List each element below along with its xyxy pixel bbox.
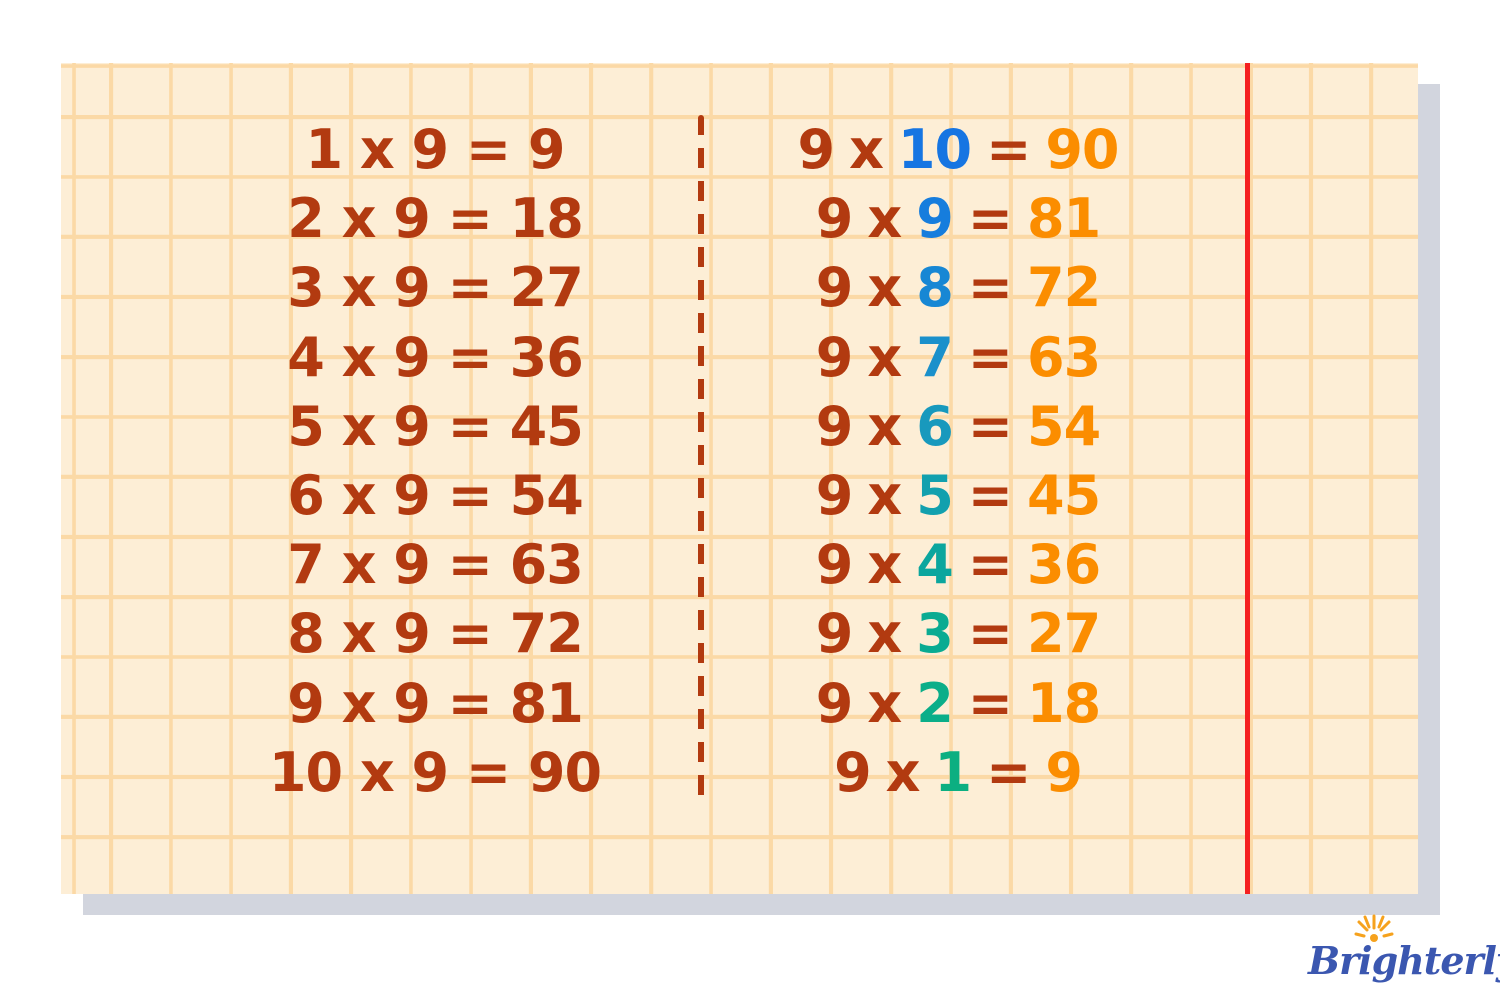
equation-row: 7 x 9 = 63 <box>287 533 584 597</box>
equation-row: 9 x 8 = 72 <box>658 253 1258 322</box>
brighterly-logo: Brighterly <box>1308 914 1500 996</box>
equals-sign: = <box>967 533 1013 597</box>
multiplicand: 9 <box>815 187 854 251</box>
equation-row: 9 x 9 = 81 <box>658 184 1258 253</box>
equation-row: 6 x 9 = 54 <box>287 464 584 528</box>
product: 72 <box>1027 256 1101 320</box>
multiplier: 5 <box>916 464 954 528</box>
multiplier: 7 <box>916 325 954 389</box>
times-sign: x <box>867 256 902 320</box>
multiplicand: 9 <box>815 256 854 320</box>
times-sign: x <box>867 187 902 251</box>
equation-row: 4 x 9 = 36 <box>287 325 584 389</box>
times-sign: x <box>849 118 884 182</box>
times-sign: x <box>867 464 902 528</box>
multiplicand: 9 <box>815 533 854 597</box>
multiplier: 4 <box>916 533 954 597</box>
equals-sign: = <box>967 671 1013 735</box>
equals-sign: = <box>967 394 1013 458</box>
multiplier: 2 <box>916 671 954 735</box>
equation-row: 9 x 9 = 81 <box>287 671 584 735</box>
logo-text: Brighterly <box>1308 938 1500 983</box>
product: 63 <box>1027 325 1101 389</box>
equals-sign: = <box>986 118 1031 182</box>
column-divider-dashed-line <box>698 115 704 807</box>
ascending-equations-column: 1 x 9 = 9 2 x 9 = 18 3 x 9 = 27 4 x 9 = … <box>135 115 735 807</box>
equals-sign: = <box>967 464 1013 528</box>
equals-sign: = <box>967 256 1013 320</box>
multiplicand: 9 <box>815 394 854 458</box>
equation-row: 8 x 9 = 72 <box>287 602 584 666</box>
equation-row: 1 x 9 = 9 <box>305 118 566 182</box>
equation-row: 9 x 10 = 90 <box>658 115 1258 184</box>
multiplicand: 9 <box>815 464 854 528</box>
times-sign: x <box>885 740 921 804</box>
product: 27 <box>1027 602 1101 666</box>
multiplicand: 9 <box>834 740 872 804</box>
equation-row: 9 x 1 = 9 <box>658 738 1258 807</box>
multiplicand: 9 <box>815 602 854 666</box>
times-sign: x <box>867 671 902 735</box>
multiplier: 8 <box>916 256 954 320</box>
times-sign: x <box>867 394 902 458</box>
multiplier: 9 <box>916 187 954 251</box>
equation-row: 2 x 9 = 18 <box>287 187 584 251</box>
multiplier: 6 <box>916 394 954 458</box>
times-sign: x <box>867 533 902 597</box>
equation-row: 3 x 9 = 27 <box>287 256 584 320</box>
product: 36 <box>1027 533 1101 597</box>
sun-rays-icon <box>1354 914 1394 942</box>
equals-sign: = <box>986 740 1031 804</box>
multiplicand: 9 <box>815 671 854 735</box>
equation-row: 9 x 3 = 27 <box>658 599 1258 668</box>
equals-sign: = <box>967 187 1013 251</box>
product: 18 <box>1027 671 1101 735</box>
notebook-paper: 1 x 9 = 9 2 x 9 = 18 3 x 9 = 27 4 x 9 = … <box>61 63 1418 894</box>
multiplier: 3 <box>916 602 954 666</box>
product: 90 <box>1045 118 1119 182</box>
equation-row: 9 x 5 = 45 <box>658 461 1258 530</box>
multiplicand: 9 <box>815 325 854 389</box>
equation-row: 9 x 6 = 54 <box>658 392 1258 461</box>
times-sign: x <box>867 325 902 389</box>
times-sign: x <box>867 602 902 666</box>
red-margin-line <box>1245 63 1250 894</box>
equation-row: 9 x 7 = 63 <box>658 323 1258 392</box>
equation-row: 9 x 2 = 18 <box>658 669 1258 738</box>
multiplicand: 9 <box>797 118 836 182</box>
multiplier: 1 <box>934 740 973 804</box>
descending-equations-column: 9 x 10 = 90 9 x 9 = 81 9 x 8 = 72 9 x 7 … <box>658 115 1258 807</box>
multiplier: 10 <box>897 118 972 182</box>
equals-sign: = <box>967 602 1013 666</box>
product: 45 <box>1027 464 1101 528</box>
product: 54 <box>1027 394 1101 458</box>
product: 81 <box>1027 187 1101 251</box>
product: 9 <box>1045 740 1083 804</box>
equals-sign: = <box>967 325 1013 389</box>
equation-row: 5 x 9 = 45 <box>287 394 584 458</box>
equation-row: 10 x 9 = 90 <box>268 740 602 804</box>
equation-row: 9 x 4 = 36 <box>658 530 1258 599</box>
